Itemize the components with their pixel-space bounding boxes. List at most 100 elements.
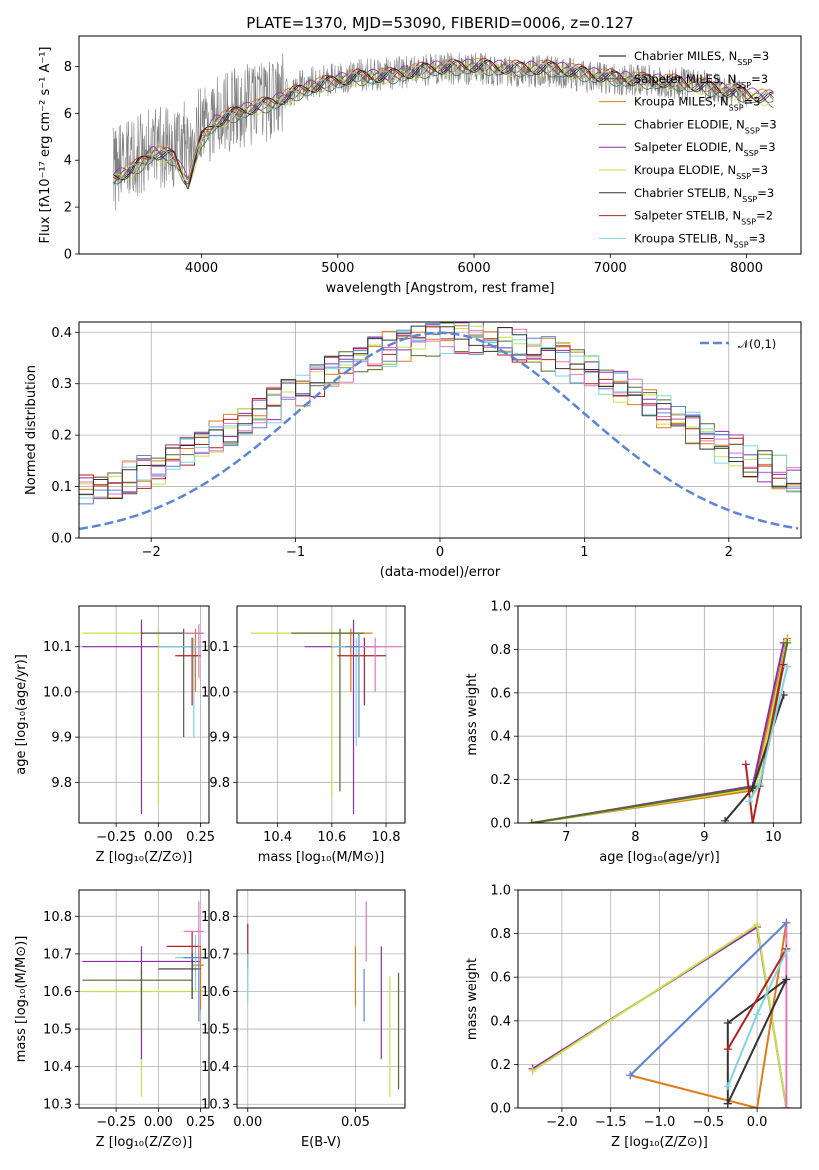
- spectrum-xtick-label: 5000: [321, 261, 354, 276]
- spectrum-model-line-8: [112, 57, 774, 185]
- mass-vs-Z-ytick-label: 10.7: [43, 947, 72, 962]
- residual-histogram-9: [79, 325, 801, 499]
- weight-vs-Z-ytick-label: 0.4: [490, 1014, 511, 1029]
- residuals-axes: −2 −1 0 1 2 0.0 0.1 0.2 0.3 0.4 (data-model)/error…: [24, 322, 801, 580]
- mass-vs-Z-axes: −0.25 0.00 0.25 10.3 10.4 10.5 10.6 10.7 10.8 Z […: [14, 890, 215, 1150]
- weight-vs-Z-line-5: [629, 921, 788, 1077]
- spectrum-xtick-label: 4000: [185, 261, 218, 276]
- age-vs-Z-xtick-label: 0.00: [144, 830, 173, 845]
- spectrum-model-line-9: [113, 61, 774, 186]
- weight-vs-Z-line-6: [726, 978, 788, 1105]
- mass-vs-Z-ytick-label: 10.5: [43, 1023, 72, 1038]
- mass-vs-EBV-ytick-label: 10.4: [201, 1060, 230, 1075]
- residuals-ytick-label: 0.1: [51, 480, 72, 495]
- legend-entry-1: Chabrier MILES, NSSP=3: [634, 49, 769, 67]
- spectrum-model-line-6: [112, 62, 774, 189]
- spectrum-model-line-3: [112, 58, 774, 183]
- residuals-xtick-label: −1: [286, 545, 305, 560]
- age-vs-mass-axes: 10.4 10.6 10.8 9.8 9.9 10.0 10.1 mass [log₁₀(M/…: [201, 606, 405, 865]
- weight-vs-Z-line-7: [726, 948, 788, 1050]
- spectrum-plot-area: [112, 52, 774, 211]
- residuals-xtick-label: −2: [142, 545, 161, 560]
- spectrum-title: PLATE=1370, MJD=53090, FIBERID=0006, z=0…: [246, 14, 633, 32]
- age-vs-Z-ylabel: age [log₁₀(age/yr)]: [14, 654, 29, 775]
- spectrum-frame: [78, 35, 802, 255]
- weight-vs-age-marker: [783, 662, 792, 671]
- weight-vs-Z-marker: [723, 1082, 732, 1091]
- weight-vs-Z-xlabel: Z [log₁₀(Z/Z⊙)]: [611, 1135, 708, 1150]
- residuals-xlabel: (data-model)/error: [380, 565, 501, 580]
- mass-vs-EBV-ytick-label: 10.6: [201, 985, 230, 1000]
- weight-vs-Z-marker: [723, 1018, 732, 1027]
- spectrum-ytick-label: 8: [64, 60, 72, 75]
- mass-vs-EBV-ytick-label: 10.5: [201, 1023, 230, 1038]
- weight-vs-Z-ytick-label: 0.0: [490, 1102, 511, 1117]
- spectrum-observed-line: [112, 52, 747, 211]
- weight-vs-Z-ytick-label: 0.8: [490, 927, 511, 942]
- age-vs-Z-ytick-label: 10.1: [43, 640, 72, 655]
- residual-histogram-7: [79, 322, 801, 505]
- residuals-legend: 𝒩(0,1): [700, 337, 776, 351]
- residuals-xtick-label: 1: [580, 545, 588, 560]
- age-vs-Z-plot-area: [82, 619, 204, 814]
- residuals-ytick-label: 0.4: [51, 326, 72, 341]
- mass-vs-EBV-ytick-label: 10.7: [201, 947, 230, 962]
- weight-vs-age-marker: [745, 797, 754, 806]
- residuals-ytick-label: 0.2: [51, 429, 72, 444]
- age-vs-mass-ytick-label: 9.8: [209, 776, 230, 791]
- weight-vs-Z-marker: [753, 920, 762, 929]
- spectrum-model-line-2: [112, 61, 774, 188]
- legend-entry-5: Salpeter ELODIE, NSSP=3: [634, 140, 776, 158]
- weight-vs-Z-ytick-label: 0.6: [490, 971, 511, 986]
- residuals-ylabel: Normed distribution: [24, 365, 39, 495]
- weight-vs-Z-marker: [753, 1104, 762, 1108]
- mass-vs-EBV-xtick-label: 0.00: [233, 1115, 262, 1130]
- spectrum-ytick-label: 6: [64, 107, 72, 122]
- weight-vs-Z-marker: [723, 1045, 732, 1054]
- weight-vs-age-ytick-label: 0.8: [490, 643, 511, 658]
- spectrum-xtick-label: 6000: [458, 261, 491, 276]
- legend-entry-4: Chabrier ELODIE, NSSP=3: [634, 117, 777, 135]
- weight-vs-Z-xtick-label: −0.5: [693, 1115, 725, 1130]
- legend-entry-6: Kroupa ELODIE, NSSP=3: [634, 163, 768, 181]
- mass-vs-Z-xlabel: Z [log₁₀(Z/Z⊙)]: [96, 1135, 193, 1150]
- weight-vs-age-ytick-label: 0.0: [490, 817, 511, 832]
- residuals-xtick-label: 2: [725, 545, 733, 560]
- residual-histogram-6: [79, 322, 801, 499]
- residuals-ytick-label: 0.3: [51, 377, 72, 392]
- age-vs-Z-ytick-label: 10.0: [43, 685, 72, 700]
- age-vs-Z-frame: [78, 605, 210, 824]
- age-vs-Z-ytick-label: 9.8: [51, 776, 72, 791]
- mass-vs-Z-ytick-label: 10.8: [43, 910, 72, 925]
- mass-vs-EBV-frame: [236, 889, 406, 1109]
- age-vs-mass-xlabel: mass [log₁₀(M/M⊙)]: [258, 850, 385, 865]
- age-vs-Z-xtick-label: −0.25: [96, 830, 136, 845]
- legend-entry-9: Kroupa STELIB, NSSP=3: [634, 231, 765, 249]
- age-vs-mass-ytick-label: 10.0: [201, 685, 230, 700]
- mass-vs-Z-ytick-label: 10.4: [43, 1060, 72, 1075]
- weight-vs-Z-marker: [528, 1066, 537, 1075]
- spectrum-xlabel: wavelength [Angstrom, rest frame]: [326, 281, 555, 296]
- weight-vs-age-marker: [755, 779, 764, 788]
- weight-vs-age-plot-area: [527, 634, 792, 823]
- spectrum-ytick-label: 0: [64, 248, 72, 263]
- weight-vs-Z-marker: [782, 918, 791, 927]
- weight-vs-age-ytick-label: 0.4: [490, 730, 511, 745]
- mass-vs-EBV-axes: 0.00 0.05 10.3 10.4 10.5 10.6 10.7 10.8 E(B-V): [201, 890, 405, 1150]
- mass-vs-Z-plot-area: [82, 901, 204, 1097]
- age-vs-mass-frame: [236, 605, 406, 824]
- mass-vs-Z-xtick-label: 0.00: [144, 1115, 173, 1130]
- mass-vs-Z-frame: [78, 889, 210, 1109]
- weight-vs-age-marker: [721, 816, 730, 823]
- weight-vs-Z-frame: [517, 889, 802, 1109]
- age-vs-mass-xtick-label: 10.6: [317, 830, 346, 845]
- age-vs-mass-ytick-label: 9.9: [209, 731, 230, 746]
- weight-vs-Z-xtick-label: −1.5: [595, 1115, 627, 1130]
- age-vs-mass-xtick-label: 10.4: [263, 830, 292, 845]
- age-vs-Z-axes: −0.25 0.00 0.25 9.8 9.9 10.0 10.1 Z [log₁₀(Z/Z⊙…: [14, 606, 215, 865]
- weight-vs-Z-axes: −2.0 −1.5 −1.0 −0.5 0.0 0.0 0.2 0.4 0.6 0.8 1.0 Z […: [465, 884, 801, 1150]
- weight-vs-age-xtick-label: 8: [631, 830, 639, 845]
- spectrum-legend: Chabrier MILES, NSSP=3 Salpeter MILES, NS…: [599, 49, 777, 249]
- legend-entry-8: Salpeter STELIB, NSSP=2: [634, 209, 773, 227]
- weight-vs-Z-ytick-label: 0.2: [490, 1058, 511, 1073]
